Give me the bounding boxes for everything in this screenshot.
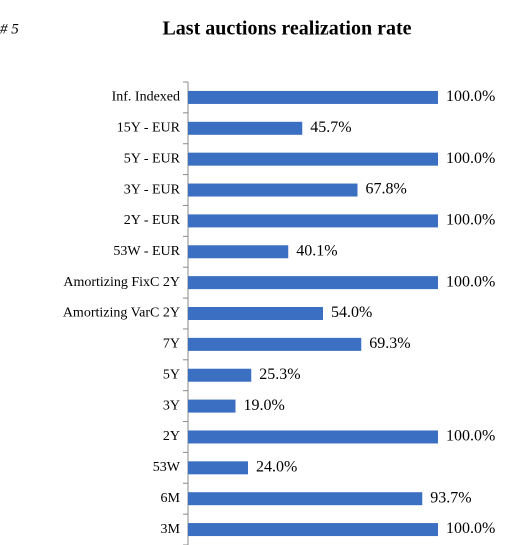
category-label: 3Y (163, 398, 180, 413)
category-label: 15Y - EUR (117, 121, 181, 136)
category-label: 53W (153, 460, 181, 475)
category-label: 53W - EUR (113, 244, 180, 259)
category-label: Amortizing FixC 2Y (63, 275, 180, 290)
bar (188, 523, 438, 537)
bar (188, 430, 438, 444)
value-label: 54.0% (331, 304, 372, 321)
category-label: Amortizing VarC 2Y (63, 306, 180, 321)
value-label: 100.0% (446, 150, 495, 167)
bar (188, 245, 289, 259)
category-label: 2Y - EUR (124, 213, 181, 228)
category-label: 7Y (163, 337, 180, 352)
bar (188, 276, 438, 290)
value-label: 19.0% (244, 397, 285, 414)
value-label: 100.0% (446, 212, 495, 229)
category-label: 5Y - EUR (124, 151, 181, 166)
bar (188, 307, 323, 320)
bar (188, 183, 358, 197)
value-label: 24.0% (256, 459, 297, 476)
bar (188, 152, 438, 166)
chart-title: Last auctions realization rate (162, 18, 411, 40)
bar (188, 214, 438, 228)
value-label: 100.0% (446, 520, 495, 537)
category-label: 3M (161, 522, 181, 537)
bar (188, 337, 362, 351)
value-label: 100.0% (446, 428, 495, 445)
value-label: 93.7% (430, 489, 471, 506)
value-label: 69.3% (369, 335, 410, 352)
category-label: 2Y (163, 429, 180, 444)
bar (188, 90, 438, 104)
bar (188, 121, 303, 135)
value-label: 100.0% (446, 88, 495, 105)
value-label: 25.3% (259, 366, 300, 383)
category-label: Inf. Indexed (112, 90, 180, 105)
category-label: 6M (161, 491, 181, 506)
category-label: 5Y (163, 367, 180, 382)
value-label: 45.7% (310, 119, 351, 136)
annotation: # 5 (0, 21, 19, 37)
value-label: 40.1% (296, 242, 337, 259)
value-label: 100.0% (446, 273, 495, 290)
bar (188, 461, 248, 475)
bar (188, 399, 236, 413)
category-label: 3Y - EUR (124, 182, 181, 197)
value-label: 67.8% (366, 181, 407, 198)
bar (188, 492, 423, 506)
bar (188, 368, 252, 382)
